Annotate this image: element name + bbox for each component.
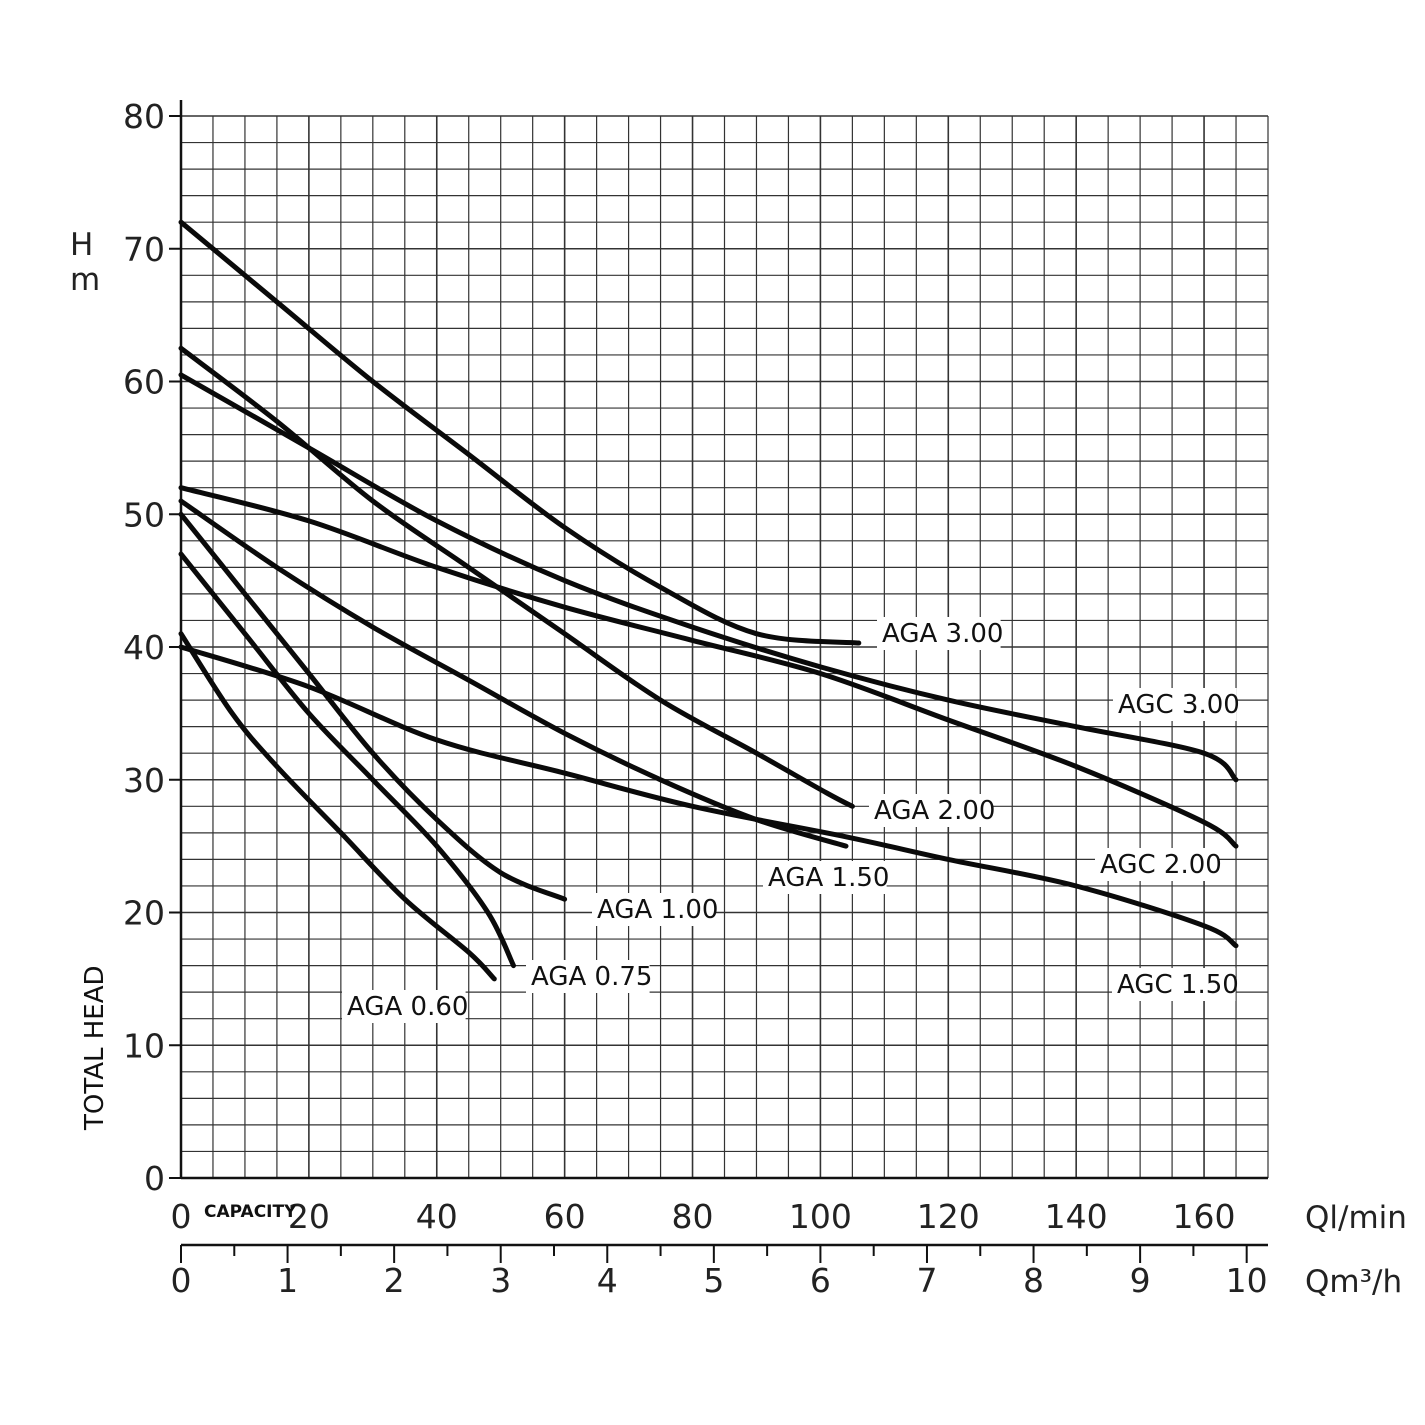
grid-major	[180, 115, 1268, 1179]
x2-tick-label: 6	[810, 1261, 831, 1300]
y-tick-label: 20	[123, 894, 165, 933]
series-label-bg-agc-1-50	[1112, 968, 1236, 1001]
x2-tick-label: 3	[490, 1261, 511, 1300]
series-label-agc-3-00: AGC 3.00	[1118, 690, 1240, 720]
y-tick-label: 30	[123, 761, 165, 800]
x-tick-label: 40	[416, 1197, 458, 1236]
x-tick-label: 120	[917, 1197, 980, 1236]
x-tick-label: 100	[789, 1197, 852, 1236]
x2-tick-label: 2	[384, 1261, 405, 1300]
series-line-agc-3-00	[178, 372, 1239, 783]
y-tick-label: 70	[123, 230, 165, 269]
x-tick-label: 140	[1045, 1197, 1108, 1236]
series-labels: AGA 3.00 AGC 3.00 AGA 2.00 AGC 2.00 AGA 1.50…	[342, 617, 1240, 1023]
x2-tick-label: 4	[597, 1261, 618, 1300]
x-tick-label: 0	[171, 1197, 192, 1236]
y-unit-m: m	[70, 262, 100, 298]
y-tick-label: 0	[144, 1159, 165, 1198]
series-label-bg-aga-1-50	[763, 861, 887, 894]
series-label-bg-agc-2-00	[1095, 848, 1219, 881]
y-tick-label: 40	[123, 628, 165, 667]
x2-tick-label: 7	[916, 1261, 937, 1300]
y-axis-title: TOTAL HEAD	[80, 965, 110, 1131]
ticks: 0 10 20 30 40 50 60 70 80 0 20 40 60 80 100 120 140 160 0 1…	[123, 97, 1268, 1300]
x2-tick-label: 8	[1023, 1261, 1044, 1300]
y-tick-label: 10	[123, 1026, 165, 1065]
series-line-aga-1-00	[178, 511, 568, 902]
y-tick-label: 80	[123, 97, 165, 136]
series-label-bg-aga-3-00	[877, 617, 1001, 650]
series-label-bg-aga-0-60	[342, 990, 466, 1023]
series-line-aga-0-75	[178, 551, 516, 969]
series-label-agc-1-50: AGC 1.50	[1117, 970, 1239, 1000]
series-label-aga-0-60: AGA 0.60	[347, 992, 468, 1022]
series-line-aga-3-00	[178, 219, 862, 646]
series-lines	[178, 219, 1239, 982]
x-tick-label: 20	[288, 1197, 330, 1236]
x-axis-title: CAPACITY	[204, 1202, 297, 1222]
x-tick-label: 60	[544, 1197, 586, 1236]
series-label-bg-aga-2-00	[869, 794, 993, 827]
x2-tick-label: 0	[171, 1261, 192, 1300]
series-label-aga-0-75: AGA 0.75	[531, 962, 652, 992]
series-line-aga-2-00	[178, 345, 855, 809]
y-tick-label: 50	[123, 495, 165, 534]
x-tick-label: 80	[672, 1197, 714, 1236]
series-label-agc-2-00: AGC 2.00	[1100, 850, 1222, 880]
series-label-bg-aga-1-00	[592, 893, 716, 926]
x-tick-label: 160	[1173, 1197, 1236, 1236]
series-label-aga-2-00: AGA 2.00	[874, 796, 995, 826]
series-label-bg-aga-0-75	[526, 960, 650, 993]
y-tick-label: 60	[123, 363, 165, 402]
x2-unit-label: Qm³/h	[1305, 1264, 1402, 1300]
series-line-aga-0-60	[178, 631, 497, 982]
x2-tick-label: 1	[277, 1261, 298, 1300]
series-label-aga-1-00: AGA 1.00	[597, 895, 718, 925]
series-line-aga-1-50	[178, 498, 849, 849]
series-label-aga-1-50: AGA 1.50	[768, 863, 889, 893]
series-label-bg-agc-3-00	[1113, 688, 1237, 721]
series-line-agc-1-50	[178, 644, 1239, 949]
series-label-aga-3-00: AGA 3.00	[882, 619, 1003, 649]
series-line-agc-2-00	[178, 485, 1239, 849]
x2-tick-label: 9	[1130, 1261, 1151, 1300]
y-unit-label: H m	[70, 227, 100, 298]
y-unit-h: H	[70, 227, 93, 263]
x-unit-label: Ql/min	[1305, 1200, 1407, 1236]
x2-tick-label: 10	[1226, 1261, 1268, 1300]
x2-tick-label: 5	[703, 1261, 724, 1300]
